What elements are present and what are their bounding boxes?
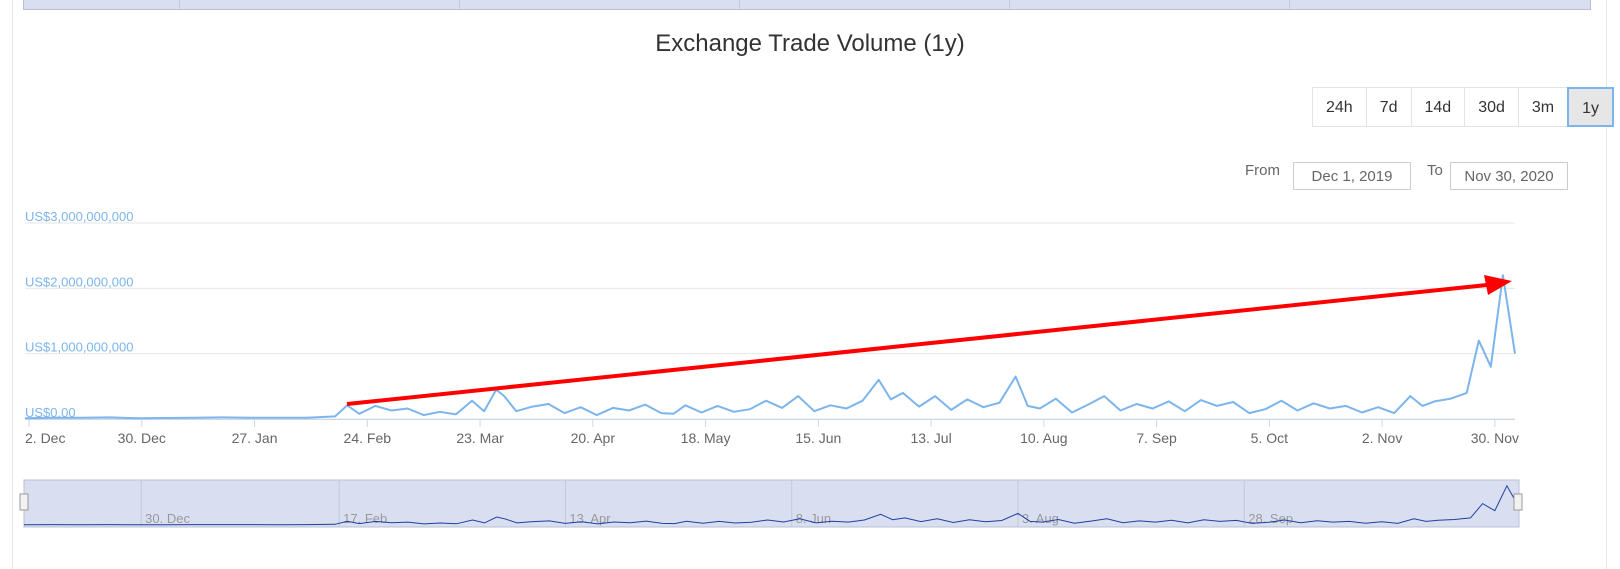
range-button-3m[interactable]: 3m <box>1517 87 1569 127</box>
trend-arrow-head <box>1484 275 1512 295</box>
navigator-tick-label: 17. Feb <box>343 511 387 526</box>
chart-title: Exchange Trade Volume (1y) <box>655 30 965 57</box>
page-frame-left <box>12 0 13 569</box>
range-button-30d[interactable]: 30d <box>1464 87 1519 127</box>
x-tick-label: 27. Jan <box>232 430 278 446</box>
x-tick-label: 7. Sep <box>1136 430 1177 446</box>
navigator-tick-label: 30. Dec <box>145 511 190 526</box>
navigator-tick-label: 3. Aug <box>1022 511 1059 526</box>
range-selector: 24h 7d 14d 30d 3m 1y <box>1312 87 1615 127</box>
range-button-1y[interactable]: 1y <box>1567 87 1615 127</box>
top-navigator-tick <box>1009 0 1010 9</box>
x-tick-label: 5. Oct <box>1251 430 1288 446</box>
trend-arrow-annotation <box>346 275 1512 406</box>
navigator-tick-label: 28. Sep <box>1248 511 1293 526</box>
x-tick-label: 23. Mar <box>456 430 504 446</box>
x-tick-label: 18. May <box>681 430 731 446</box>
navigator-tick-label: 13. Apr <box>569 511 611 526</box>
to-label: To <box>1427 162 1443 179</box>
y-tick-label: US$1,000,000,000 <box>25 340 133 355</box>
y-tick-label: US$0.00 <box>25 405 76 420</box>
y-tick-label: US$2,000,000,000 <box>25 274 133 289</box>
top-navigator-tick <box>739 0 740 9</box>
series-line[interactable] <box>24 274 1516 420</box>
x-tick-label: 15. Jun <box>795 430 841 446</box>
navigator-series-line <box>23 484 1520 526</box>
navigator-tick-label: 8. Jun <box>796 511 831 526</box>
x-tick-label: 20. Apr <box>571 430 616 446</box>
top-navigator-tick <box>1289 0 1290 9</box>
navigator-handle-left[interactable] <box>19 493 29 511</box>
from-date-input[interactable]: Dec 1, 2019 <box>1293 162 1411 190</box>
x-tick-label: 30. Dec <box>118 430 166 446</box>
y-grid <box>25 222 1515 420</box>
x-tick-label: 10. Aug <box>1020 430 1068 446</box>
x-tick-label: 24. Feb <box>344 430 392 446</box>
top-navigator-strip[interactable] <box>23 0 1591 10</box>
top-navigator-tick <box>459 0 460 9</box>
range-button-7d[interactable]: 7d <box>1365 87 1412 127</box>
page-frame-right <box>1606 0 1607 569</box>
x-tick-label: 2. Dec <box>25 430 65 446</box>
x-tick-label: 13. Jul <box>910 430 951 446</box>
y-tick-label: US$3,000,000,000 <box>25 209 133 224</box>
navigator-background <box>23 479 1520 528</box>
x-axis-labels: 2. Dec 30. Dec 27. Jan 24. Feb 23. Mar 20. Ap… <box>25 419 1519 446</box>
navigator-handle-right[interactable] <box>1513 493 1523 511</box>
top-navigator-tick <box>179 0 180 9</box>
range-button-14d[interactable]: 14d <box>1410 87 1466 127</box>
from-label: From <box>1245 162 1280 179</box>
navigator[interactable]: 30. Dec 17. Feb 13. Apr 8. Jun 3. Aug 28. Sep <box>19 479 1523 528</box>
x-tick-label: 2. Nov <box>1362 430 1402 446</box>
to-date-input[interactable]: Nov 30, 2020 <box>1450 162 1568 190</box>
trend-arrow-shaft <box>346 283 1488 406</box>
y-axis-labels: US$3,000,000,000 US$2,000,000,000 US$1,000… <box>25 209 133 420</box>
x-tick-label: 30. Nov <box>1471 430 1519 446</box>
